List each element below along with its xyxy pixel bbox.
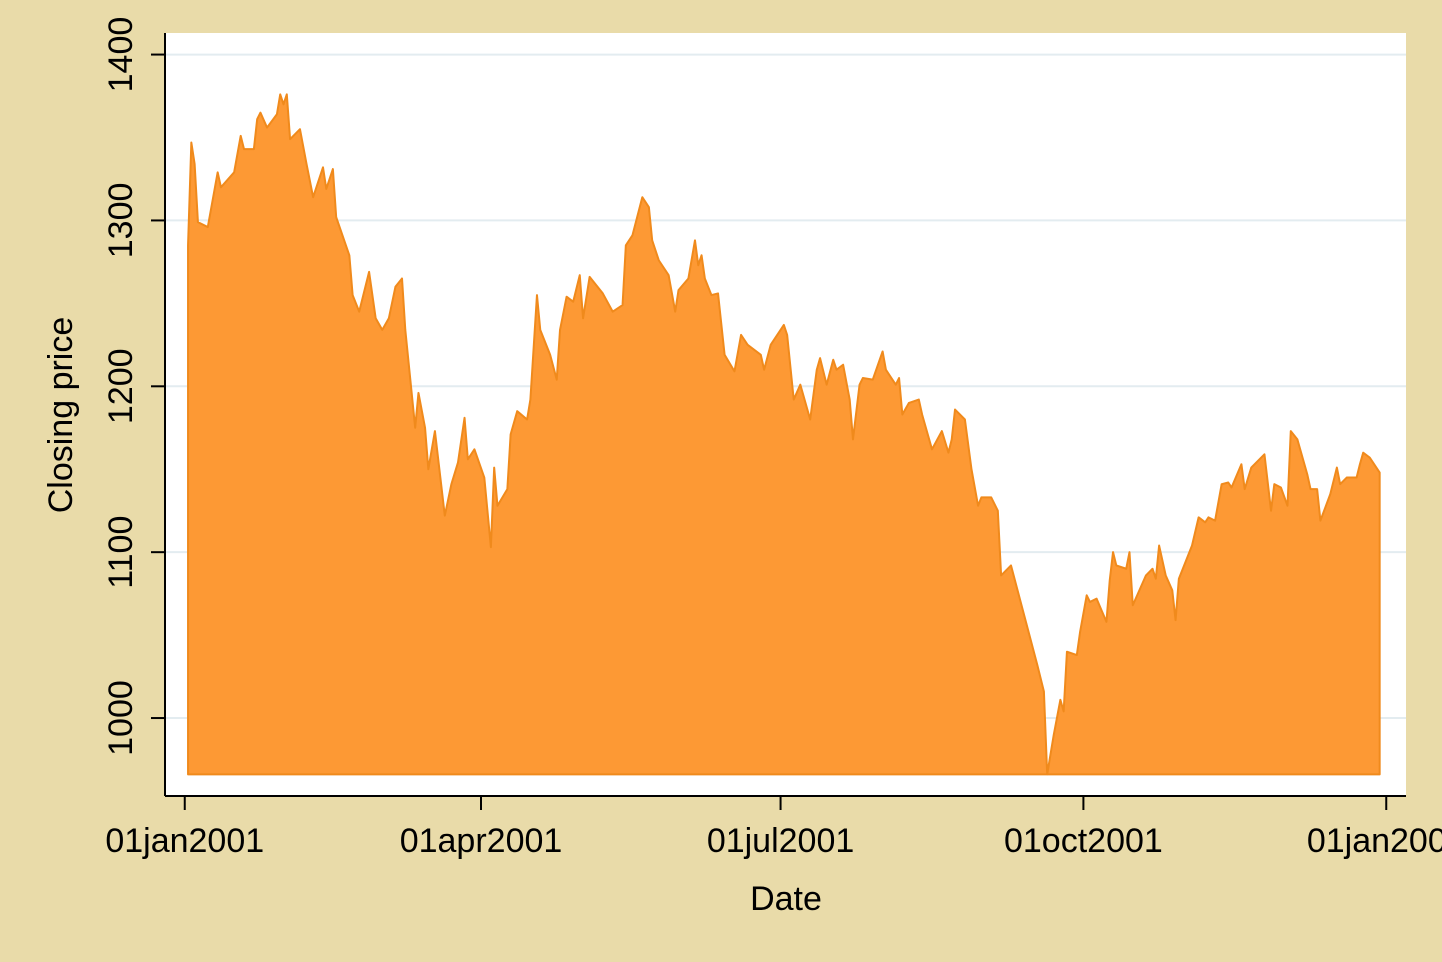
x-tick-label: 01apr2001: [400, 822, 563, 860]
y-axis-title: Closing price: [42, 317, 80, 514]
y-tick-label: 1100: [102, 516, 140, 589]
x-tick-label: 01jul2001: [707, 822, 854, 860]
x-axis-title: Date: [750, 880, 822, 918]
y-tick-label: 1000: [102, 680, 140, 756]
y-tick-label: 1300: [102, 183, 140, 259]
y-tick-label: 1200: [102, 348, 140, 424]
x-tick-label: 01jan2002: [1307, 822, 1442, 860]
x-tick-label: 01jan2001: [105, 822, 264, 860]
area: [187, 93, 1381, 776]
y-tick-label: 1400: [102, 17, 140, 93]
x-tick-label: 01oct2001: [1004, 822, 1163, 860]
